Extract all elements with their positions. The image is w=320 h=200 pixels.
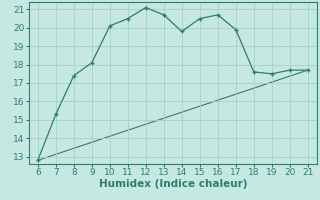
X-axis label: Humidex (Indice chaleur): Humidex (Indice chaleur) [99, 179, 247, 189]
